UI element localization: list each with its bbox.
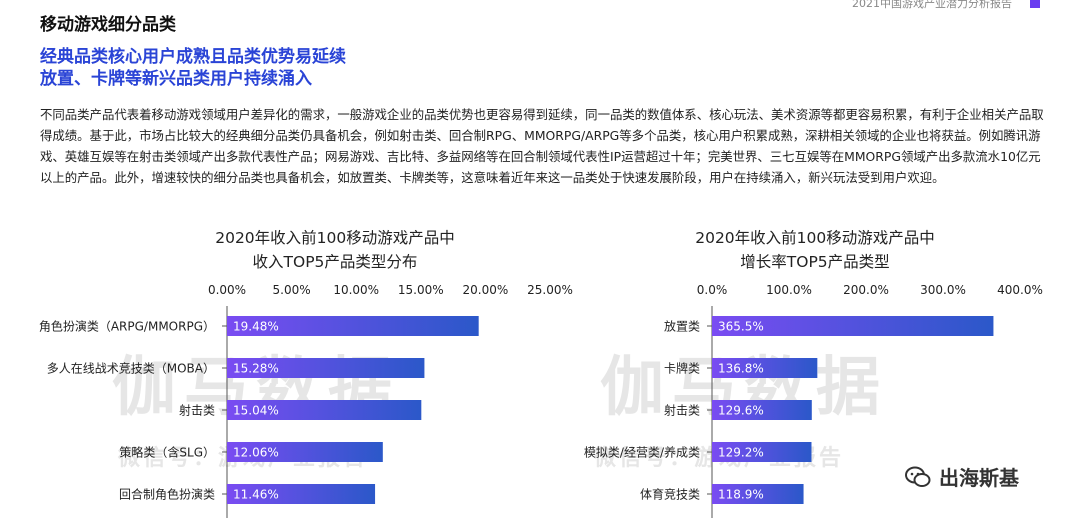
section-title: 移动游戏细分品类 xyxy=(40,15,176,35)
chart2-value-label: 136.8% xyxy=(718,362,764,376)
chart1-bar xyxy=(227,400,422,420)
chart1-title-line-1: 2020年收入前100移动游戏产品中 xyxy=(215,229,455,247)
chart2-tick-label: 200.0% xyxy=(843,283,889,297)
brand-name: 出海斯基 xyxy=(939,466,1019,490)
chart2-bar xyxy=(712,358,818,378)
chart1-tick-label: 20.00% xyxy=(463,283,509,297)
chart1-tick-label: 25.00% xyxy=(527,283,573,297)
chart2-value-label: 365.5% xyxy=(718,320,764,334)
chart1-tick-label: 10.00% xyxy=(333,283,379,297)
chart2-category-label: 射击类 xyxy=(664,403,700,418)
chart2-value-label: 129.2% xyxy=(718,446,764,460)
chart1-value-label: 15.04% xyxy=(233,404,279,418)
chart1-bar xyxy=(227,358,425,378)
chart2-tick-label: 300.0% xyxy=(920,283,966,297)
brand-logo: 出海斯基 xyxy=(905,462,1019,491)
chart1-category-label: 回合制角色扮演类 xyxy=(119,487,215,502)
headline-line-2: 放置、卡牌等新兴品类用户持续涌入 xyxy=(40,69,312,89)
chart2-category-label: 放置类 xyxy=(664,319,700,334)
wechat-icon xyxy=(905,466,931,487)
chart1-category-label: 射击类 xyxy=(179,403,215,418)
chart1-tick-label: 0.00% xyxy=(208,283,246,297)
chart1-value-label: 15.28% xyxy=(233,362,279,376)
chart1-tick-label: 15.00% xyxy=(398,283,444,297)
chart1-value-label: 19.48% xyxy=(233,320,279,334)
chart2-plot: 0.0% 100.0% 200.0% 300.0% 400.0% 365.5% 放置类 136… xyxy=(584,283,1043,518)
chart2-bar xyxy=(712,400,812,420)
chart2-category-label: 体育竞技类 xyxy=(640,487,700,502)
chart2-title-line-1: 2020年收入前100移动游戏产品中 xyxy=(695,229,935,247)
chart2-tick-label: 100.0% xyxy=(766,283,812,297)
chart2-value-label: 129.6% xyxy=(718,404,764,418)
headline-line-1: 经典品类核心用户成熟且品类优势易延续 xyxy=(40,47,346,67)
chart2-category-label: 卡牌类 xyxy=(664,362,700,376)
chart1-tick-label: 5.00% xyxy=(273,283,311,297)
chart2-tick-label: 400.0% xyxy=(997,283,1043,297)
chart2-title: 2020年收入前100移动游戏产品中 增长率TOP5产品类型 xyxy=(640,226,990,274)
chart2-bar xyxy=(712,484,804,504)
chart1-bar xyxy=(227,484,376,504)
chart1-bar xyxy=(227,316,479,336)
chart2-tick-label: 0.0% xyxy=(697,283,728,297)
chart1-value-label: 12.06% xyxy=(233,446,279,460)
chart2-bar xyxy=(712,316,994,336)
headline: 经典品类核心用户成熟且品类优势易延续 放置、卡牌等新兴品类用户持续涌入 xyxy=(40,46,346,90)
chart1-category-label: 角色扮演类（ARPG/MMORPG） xyxy=(39,319,215,334)
report-title: 2021中国游戏产业潜力分析报告 xyxy=(852,0,1012,10)
chart1-bar xyxy=(227,442,383,462)
chart2-value-label: 118.9% xyxy=(718,488,764,502)
report-marker xyxy=(1030,0,1040,8)
chart1-title-line-2: 收入TOP5产品类型分布 xyxy=(252,253,418,271)
chart1-plot: 0.00% 5.00% 10.00% 15.00% 20.00% 25.00% 19.48%… xyxy=(39,283,573,518)
chart1-category-label: 策略类（含SLG） xyxy=(119,445,215,460)
chart2-title-line-2: 增长率TOP5产品类型 xyxy=(740,253,890,271)
chart1-category-label: 多人在线战术竞技类（MOBA） xyxy=(47,362,215,376)
body-paragraph: 不同品类产品代表着移动游戏领域用户差异化的需求，一般游戏企业的品类优势也更容易得… xyxy=(40,107,1044,185)
chart2-category-label: 模拟类/经营类/养成类 xyxy=(584,445,700,460)
chart1-title: 2020年收入前100移动游戏产品中 收入TOP5产品类型分布 xyxy=(160,226,510,274)
chart2-bar xyxy=(712,442,812,462)
chart1-value-label: 11.46% xyxy=(233,488,279,502)
